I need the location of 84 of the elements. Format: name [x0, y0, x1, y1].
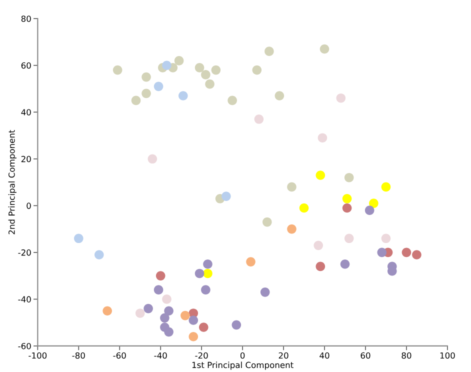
x-tick-label: -20 — [195, 352, 208, 359]
point — [412, 250, 422, 260]
point — [246, 257, 256, 266]
point — [318, 133, 328, 143]
point — [156, 271, 166, 280]
y-tick-label: -40 — [18, 296, 31, 302]
point — [342, 203, 352, 213]
point — [203, 259, 212, 269]
y-tick-label: 20 — [21, 156, 31, 162]
point — [381, 182, 391, 192]
x-tick-label: -80 — [72, 352, 85, 359]
point — [320, 44, 330, 54]
point — [135, 308, 145, 318]
point — [131, 96, 141, 106]
point — [188, 332, 198, 342]
point — [178, 91, 188, 100]
point — [194, 63, 204, 72]
point — [340, 259, 350, 269]
point — [203, 268, 212, 278]
point — [164, 306, 174, 316]
point — [316, 170, 326, 180]
x-tick-label: 40 — [320, 352, 330, 359]
point — [262, 217, 272, 227]
x-tick-label: -40 — [154, 352, 167, 359]
point — [102, 306, 112, 316]
point — [344, 234, 354, 244]
point — [274, 91, 284, 100]
x-tick-label: 0 — [240, 352, 245, 359]
point — [162, 60, 172, 70]
point — [336, 93, 346, 103]
point — [142, 88, 151, 98]
point — [344, 172, 354, 182]
point — [402, 248, 412, 258]
point — [112, 65, 122, 75]
point — [342, 194, 352, 204]
point — [201, 285, 210, 294]
point — [364, 206, 374, 215]
point — [314, 240, 324, 250]
point — [222, 192, 231, 201]
point — [164, 327, 174, 337]
x-axis-title: 1st Principal Component — [192, 362, 294, 370]
x-tick-label: 60 — [360, 352, 370, 359]
point — [144, 304, 153, 314]
point — [316, 262, 326, 272]
point — [94, 250, 104, 260]
point — [254, 114, 264, 124]
y-tick-label: 0 — [26, 202, 31, 209]
point — [205, 79, 214, 89]
y-tick-label: 80 — [21, 16, 31, 22]
point — [287, 182, 296, 192]
point — [188, 316, 198, 325]
point — [160, 313, 170, 323]
y-axis-title: 2nd Principal Component — [8, 130, 16, 234]
point — [174, 56, 184, 66]
point — [260, 288, 270, 297]
point — [154, 285, 164, 294]
point — [369, 198, 378, 208]
point — [252, 65, 262, 75]
y-tick-label: 40 — [21, 109, 31, 116]
y-tick-label: -20 — [18, 249, 31, 256]
x-tick-label: 20 — [278, 352, 288, 359]
point — [264, 46, 274, 56]
point — [180, 310, 190, 320]
point — [148, 154, 158, 164]
y-tick-label: 60 — [21, 62, 31, 69]
x-tick-label: 80 — [402, 352, 412, 359]
point — [232, 320, 242, 330]
point — [381, 234, 391, 244]
y-tick-label: -60 — [18, 342, 31, 350]
x-tick-label: -60 — [113, 352, 126, 359]
point — [201, 70, 210, 80]
point — [74, 234, 84, 244]
point — [142, 72, 151, 82]
point — [299, 203, 309, 213]
point — [162, 294, 172, 304]
point — [154, 82, 164, 92]
point — [198, 322, 208, 332]
point — [377, 248, 387, 258]
point — [287, 224, 296, 234]
point — [211, 65, 221, 75]
point — [228, 96, 237, 106]
x-tick-label: -100 — [28, 352, 47, 359]
point — [194, 268, 204, 278]
x-tick-label: 100 — [440, 352, 455, 359]
